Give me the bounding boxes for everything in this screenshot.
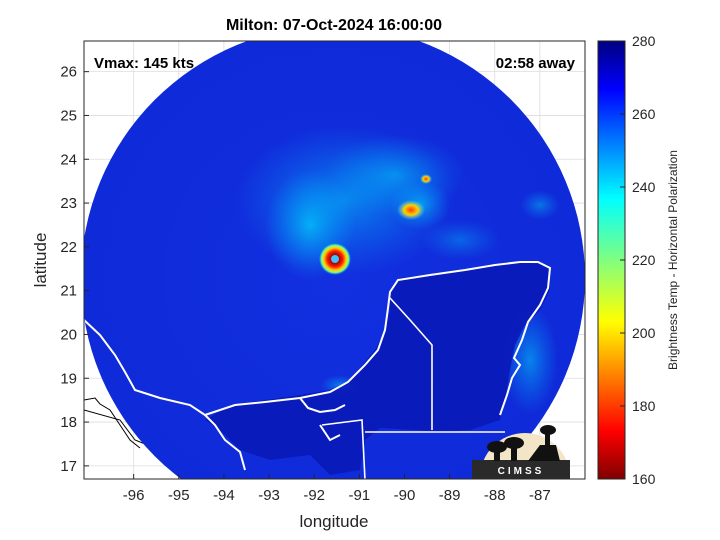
colorbar-tick-label-3: 220 (632, 252, 656, 268)
colorbar-label: Brightness Temp - Horizontal Polarizatio… (666, 150, 680, 370)
x-tick-label-1: -95 (168, 487, 190, 504)
state-borders (321, 297, 505, 481)
x-axis-ticks: -96 -95 -94 -93 -92 -91 -90 -89 -88 -87 (123, 474, 551, 504)
x-tick-label-4: -92 (303, 487, 325, 504)
x-tick-label-7: -89 (439, 487, 461, 504)
colorbar-ticks: 160 180 200 220 240 260 280 (620, 33, 656, 487)
y-tick-label-2: 19 (60, 370, 77, 387)
y-tick-label-9: 26 (60, 64, 77, 81)
y-tick-label-0: 17 (60, 458, 77, 475)
y-tick-label-5: 22 (60, 239, 77, 256)
colorbar: 160 180 200 220 240 260 280 Brightness Temp - … (597, 33, 680, 487)
microwave-disk (84, 41, 585, 479)
x-tick-label-9: -87 (529, 487, 551, 504)
colorbar-tick-label-2: 200 (632, 325, 656, 341)
y-tick-label-7: 24 (60, 151, 77, 168)
y-tick-label-6: 23 (60, 195, 77, 212)
cimss-logo-text: CIMSS (498, 466, 545, 477)
colorbar-tick-label-4: 240 (632, 179, 656, 195)
x-tick-label-6: -90 (394, 487, 416, 504)
colorbar-tick-label-6: 280 (632, 33, 656, 49)
y-axis-ticks: 17 18 19 20 21 22 23 24 25 26 (60, 64, 89, 475)
y-tick-label-1: 18 (60, 414, 77, 431)
colorbar-tick-label-1: 180 (632, 398, 656, 414)
time-away-annotation: 02:58 away (496, 55, 576, 72)
x-axis-label: longitude (299, 512, 368, 531)
cimss-logo: CIMSS (472, 425, 570, 479)
plot-border (83, 40, 586, 480)
y-axis-label: latitude (31, 233, 50, 288)
x-tick-label-2: -94 (213, 487, 235, 504)
chart-title: Milton: 07-Oct-2024 16:00:00 (226, 17, 442, 34)
x-tick-label-3: -93 (258, 487, 280, 504)
colorbar-tick-label-5: 260 (632, 106, 656, 122)
y-tick-label-4: 21 (60, 283, 77, 300)
x-tick-label-8: -88 (484, 487, 506, 504)
coastline-inside (83, 261, 552, 471)
vmax-annotation: Vmax: 145 kts (94, 55, 194, 72)
y-tick-label-3: 20 (60, 326, 77, 343)
colorbar-tick-label-0: 160 (632, 471, 656, 487)
y-tick-label-8: 25 (60, 107, 77, 124)
x-tick-label-5: -91 (348, 487, 370, 504)
x-tick-label-0: -96 (123, 487, 145, 504)
